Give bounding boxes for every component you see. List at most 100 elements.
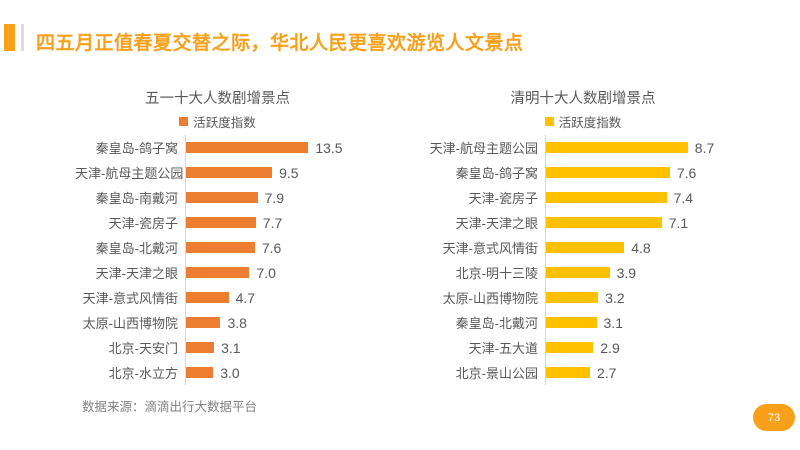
plot-area: 9.5 — [185, 160, 360, 185]
bar — [546, 342, 594, 353]
category-label: 秦皇岛-鸽子窝 — [95, 141, 178, 156]
plot-area: 4.7 — [185, 285, 360, 310]
bar — [186, 267, 250, 278]
bar — [186, 292, 229, 303]
chart-row: 天津-天津之眼 7.1 — [420, 210, 746, 235]
plot-area: 8.7 — [545, 135, 746, 160]
bar — [186, 317, 221, 328]
plot-area: 7.0 — [185, 260, 360, 285]
bar — [546, 367, 590, 378]
bar-rows: 天津-航母主题公园 8.7 秦皇岛-鸽子窝 7.6 天津-瓷房子 7.4 天津-天津之眼 7.… — [420, 135, 746, 385]
chart-row: 秦皇岛-北戴河 7.6 — [75, 235, 360, 260]
chart-row: 北京-水立方 3.0 — [75, 360, 360, 385]
legend-label: 活跃度指数 — [193, 115, 256, 130]
value-label: 7.7 — [262, 214, 283, 231]
chart-row: 天津-意式风情街 4.8 — [420, 235, 746, 260]
chart-row: 天津-航母主题公园 8.7 — [420, 135, 746, 160]
plot-area: 3.1 — [185, 335, 360, 360]
bar — [546, 317, 597, 328]
plot-area: 3.9 — [545, 260, 746, 285]
category-label: 天津-瓷房子 — [468, 191, 538, 206]
chart-row: 天津-意式风情街 4.7 — [75, 285, 360, 310]
value-label: 7.0 — [256, 264, 276, 281]
category-label: 北京-景山公园 — [455, 366, 538, 381]
plot-area: 7.9 — [185, 185, 360, 210]
chart-row: 天津-瓷房子 7.7 — [75, 210, 360, 235]
value-label: 3.1 — [603, 314, 623, 331]
bar — [546, 242, 625, 253]
plot-area: 3.1 — [545, 310, 746, 335]
value-label: 7.6 — [261, 239, 282, 256]
value-label: 9.5 — [279, 164, 299, 181]
value-label: 3.9 — [616, 264, 637, 281]
value-label: 7.1 — [668, 214, 689, 231]
bar — [186, 367, 214, 378]
chart-may-holiday: 五一十大人数剧增景点 活跃度指数 秦皇岛-鸽子窝 13.5 天津-航母主题公园 9.5… — [75, 85, 360, 385]
data-source-note: 数据来源：滴滴出行大数据平台 — [82, 400, 258, 414]
page-number-badge: 73 — [753, 404, 795, 431]
plot-area: 2.7 — [545, 360, 746, 385]
value-label: 3.0 — [220, 364, 240, 381]
chart-row: 天津-五大道 2.9 — [420, 335, 746, 360]
plot-area: 3.8 — [185, 310, 360, 335]
plot-area: 7.7 — [185, 210, 360, 235]
plot-area: 3.2 — [545, 285, 746, 310]
plot-area: 7.4 — [545, 185, 746, 210]
chart-row: 北京-天安门 3.1 — [75, 335, 360, 360]
category-label: 太原-山西博物院 — [82, 316, 178, 331]
chart-row: 秦皇岛-北戴河 3.1 — [420, 310, 746, 335]
bar — [546, 192, 667, 203]
plot-area: 13.5 — [185, 135, 360, 160]
chart-row: 太原-山西博物院 3.2 — [420, 285, 746, 310]
bar — [186, 217, 256, 228]
chart-title: 清明十大人数剧增景点 — [510, 91, 656, 107]
chart-row: 天津-航母主题公园 9.5 — [75, 160, 360, 185]
value-label: 7.9 — [264, 189, 285, 206]
category-label: 秦皇岛-北戴河 — [455, 316, 538, 331]
value-label: 4.7 — [235, 289, 256, 306]
category-label: 北京-天安门 — [108, 341, 178, 356]
legend-label: 活跃度指数 — [558, 115, 622, 130]
value-label: 3.1 — [221, 339, 241, 356]
bar — [546, 167, 670, 178]
category-label: 天津-天津之眼 — [95, 266, 178, 281]
value-label: 2.7 — [597, 364, 617, 381]
category-label: 秦皇岛-北戴河 — [95, 241, 178, 256]
chart-title: 五一十大人数剧增景点 — [145, 91, 290, 107]
value-label: 3.2 — [605, 289, 625, 306]
value-label: 7.4 — [673, 189, 694, 206]
category-label: 北京-水立方 — [108, 366, 178, 381]
value-label: 2.9 — [600, 339, 620, 356]
category-label: 天津-意式风情街 — [82, 291, 178, 306]
category-label: 天津-航母主题公园 — [75, 166, 184, 181]
bar — [546, 142, 688, 153]
bar — [186, 242, 255, 253]
value-label: 4.8 — [631, 239, 651, 256]
category-label: 天津-天津之眼 — [455, 216, 538, 231]
chart-legend: 活跃度指数 — [75, 114, 360, 130]
plot-area: 7.6 — [185, 235, 360, 260]
category-label: 天津-意式风情街 — [442, 241, 538, 256]
plot-area: 4.8 — [545, 235, 746, 260]
category-label: 天津-五大道 — [468, 341, 538, 356]
bar — [186, 192, 258, 203]
bar — [546, 217, 662, 228]
category-label: 秦皇岛-鸽子窝 — [455, 166, 538, 181]
category-label: 天津-瓷房子 — [108, 216, 178, 231]
bar — [546, 267, 610, 278]
chart-qingming-holiday: 清明十大人数剧增景点 活跃度指数 天津-航母主题公园 8.7 秦皇岛-鸽子窝 7.6 天… — [420, 85, 746, 385]
legend-swatch-icon — [544, 116, 554, 126]
value-label: 13.5 — [315, 139, 343, 156]
chart-row: 北京-明十三陵 3.9 — [420, 260, 746, 285]
page-title: 四五月正值春夏交替之际，华北人民更喜欢游览人文景点 — [36, 33, 524, 54]
bar — [546, 292, 599, 303]
value-label: 7.6 — [676, 164, 697, 181]
bar-rows: 秦皇岛-鸽子窝 13.5 天津-航母主题公园 9.5 秦皇岛-南戴河 7.9 天津-瓷房子 7… — [75, 135, 360, 385]
bar — [186, 342, 215, 353]
chart-row: 秦皇岛-鸽子窝 7.6 — [420, 160, 746, 185]
plot-area: 7.1 — [545, 210, 746, 235]
chart-row: 天津-天津之眼 7.0 — [75, 260, 360, 285]
chart-row: 北京-景山公园 2.7 — [420, 360, 746, 385]
category-label: 北京-明十三陵 — [455, 266, 538, 281]
